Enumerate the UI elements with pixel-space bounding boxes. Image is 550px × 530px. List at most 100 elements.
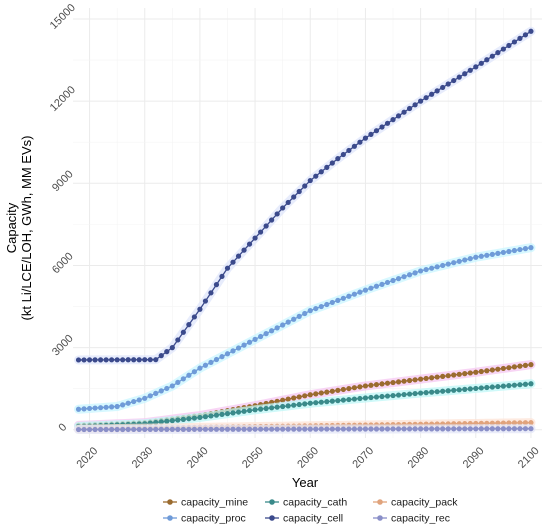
y-axis-title-line-1: Capacity: [4, 202, 19, 253]
data-point: [406, 272, 413, 278]
data-point: [274, 426, 280, 432]
data-point: [158, 353, 164, 359]
data-point: [92, 357, 98, 363]
data-point: [346, 147, 352, 154]
data-point: [81, 426, 87, 433]
data-point: [440, 388, 446, 394]
data-point: [307, 177, 313, 184]
grid-lines: [73, 8, 542, 438]
data-point: [186, 372, 192, 378]
data-point: [258, 229, 264, 235]
data-point: [224, 265, 231, 271]
data-point: [357, 289, 363, 295]
data-point: [258, 406, 264, 412]
data-point: [285, 319, 291, 325]
data-point: [291, 194, 297, 200]
data-point: [302, 393, 308, 399]
data-point: [164, 426, 170, 432]
data-point: [440, 426, 446, 432]
data-point: [180, 416, 186, 422]
data-point: [379, 124, 385, 130]
data-point: [429, 265, 435, 271]
data-point: [357, 426, 363, 432]
data-point: [346, 426, 352, 432]
data-point: [208, 413, 214, 419]
data-point: [362, 383, 369, 389]
data-point: [495, 50, 501, 56]
data-point: [351, 143, 357, 149]
data-point: [384, 120, 391, 126]
data-point: [445, 426, 451, 432]
data-point: [511, 382, 518, 388]
data-point: [462, 371, 468, 377]
data-point: [324, 426, 330, 432]
data-point: [213, 282, 220, 288]
data-point: [357, 395, 363, 402]
legend-key-marker: [269, 515, 275, 521]
data-point: [506, 248, 512, 255]
data-point: [412, 390, 418, 397]
data-point: [202, 298, 209, 304]
data-point: [241, 426, 247, 432]
data-point: [169, 383, 175, 389]
data-point: [191, 415, 197, 421]
data-point: [307, 308, 313, 314]
data-point: [473, 369, 479, 375]
data-point: [495, 366, 501, 372]
data-point: [511, 247, 518, 254]
data-point: [340, 397, 346, 403]
data-point: [186, 426, 192, 432]
data-point: [186, 322, 192, 328]
data-point: [451, 372, 457, 378]
data-point: [362, 287, 369, 293]
data-point: [390, 392, 396, 399]
data-point: [86, 357, 93, 363]
data-point: [495, 426, 501, 432]
legend-label: capacity_cath: [283, 497, 347, 509]
data-point: [384, 426, 391, 432]
data-point: [467, 370, 473, 376]
series-capacity_rec: [74, 424, 536, 435]
data-point: [495, 250, 501, 256]
data-point: [517, 363, 523, 369]
legend: capacity_mine capacity_cath capacity_packc…: [163, 497, 458, 525]
data-point: [434, 88, 440, 94]
data-point: [92, 405, 98, 411]
data-point: [478, 368, 484, 375]
data-point: [335, 156, 341, 162]
data-point: [429, 91, 435, 97]
data-point: [335, 297, 341, 303]
data-point: [456, 371, 462, 377]
data-point: [362, 395, 369, 401]
data-point: [302, 401, 308, 407]
data-point: [285, 199, 291, 206]
data-point: [75, 406, 82, 412]
data-point: [500, 426, 506, 432]
data-point: [373, 283, 380, 289]
data-point: [500, 249, 506, 256]
data-point: [418, 426, 424, 432]
data-point: [495, 383, 501, 390]
data-point: [401, 378, 407, 384]
data-point: [511, 364, 518, 370]
data-point: [291, 426, 297, 432]
data-point: [120, 402, 126, 408]
data-point: [379, 281, 385, 287]
data-point: [318, 399, 324, 405]
data-point: [313, 305, 319, 312]
data-point: [351, 396, 357, 402]
data-point: [418, 98, 424, 104]
data-point: [158, 426, 164, 432]
data-point: [522, 362, 529, 368]
data-point: [517, 382, 523, 388]
data-point: [246, 241, 253, 247]
data-point: [440, 84, 446, 91]
data-point: [390, 379, 396, 386]
data-point: [191, 426, 197, 432]
data-point: [324, 301, 330, 308]
data-point: [235, 409, 242, 415]
data-point: [125, 357, 131, 363]
legend-item-capacity_pack: capacity_pack: [373, 497, 458, 509]
data-point: [384, 393, 391, 399]
data-point: [429, 375, 435, 381]
